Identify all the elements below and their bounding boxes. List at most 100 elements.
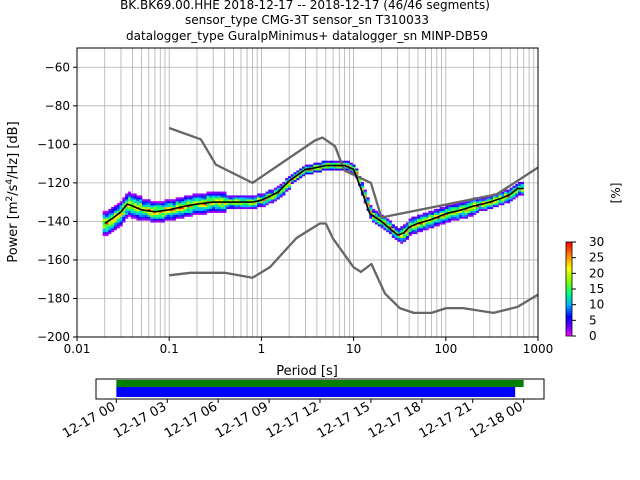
heatmap-cell xyxy=(141,203,146,206)
heatmap-cell xyxy=(217,197,221,200)
heatmap-cell xyxy=(127,206,132,210)
heatmap-cell xyxy=(167,210,171,213)
heatmap-cell xyxy=(501,203,505,206)
heatmap-cell xyxy=(181,208,185,212)
heatmap-cell xyxy=(453,203,457,206)
heatmap-cell xyxy=(433,222,438,225)
heatmap-cell xyxy=(512,193,516,196)
heatmap-cell xyxy=(144,206,148,210)
heatmap-cell xyxy=(206,210,210,213)
heatmap-cell xyxy=(111,214,115,217)
heatmap-cell xyxy=(355,170,359,173)
heatmap-cell xyxy=(414,231,418,235)
heatmap-cell xyxy=(223,210,227,213)
heatmap-cell xyxy=(495,203,499,206)
heatmap-cell xyxy=(214,203,219,206)
heatmap-cell xyxy=(226,206,230,210)
heatmap-cell xyxy=(436,224,440,227)
heatmap-cell xyxy=(198,206,202,210)
heatmap-cell xyxy=(111,212,115,215)
heatmap-cell xyxy=(299,174,303,177)
heatmap-cell xyxy=(181,214,185,217)
heatmap-cell xyxy=(178,210,182,213)
heatmap-cell xyxy=(403,233,407,237)
heatmap-cell xyxy=(172,210,176,213)
heatmap-cell xyxy=(414,218,418,221)
heatmap-cell xyxy=(439,212,443,215)
heatmap-cell xyxy=(108,214,112,217)
heatmap-cell xyxy=(220,193,224,196)
heatmap-cell xyxy=(276,185,280,188)
heatmap-cell xyxy=(386,228,390,231)
heatmap-cell xyxy=(170,210,174,213)
heatmap-cell xyxy=(408,233,412,237)
heatmap-cell xyxy=(133,206,137,210)
heatmap-cell xyxy=(133,203,137,206)
heatmap-cell xyxy=(133,199,137,202)
heatmap-cell xyxy=(290,179,294,183)
heatmap-cell xyxy=(301,168,306,171)
heatmap-cell xyxy=(273,189,278,192)
heatmap-cell xyxy=(400,228,404,231)
heatmap-cell xyxy=(504,193,508,196)
heatmap-cell xyxy=(212,191,216,194)
heatmap-cell xyxy=(240,199,244,202)
heatmap-cell xyxy=(147,199,151,202)
heatmap-cell xyxy=(156,205,160,208)
heatmap-cell xyxy=(518,191,522,194)
heatmap-cell xyxy=(198,199,202,202)
heatmap-cell xyxy=(234,197,238,200)
heatmap-cell xyxy=(487,205,491,208)
heatmap-cell xyxy=(403,224,407,227)
heatmap-cell xyxy=(293,178,297,181)
heatmap-cell xyxy=(470,203,474,206)
heatmap-cell xyxy=(186,214,191,217)
heatmap-cell xyxy=(504,201,508,204)
heatmap-cell xyxy=(287,178,292,181)
heatmap-cell xyxy=(147,212,151,215)
heatmap-cell xyxy=(414,226,418,229)
heatmap-cell xyxy=(417,226,421,229)
heatmap-cell xyxy=(178,216,182,219)
heatmap-cell xyxy=(234,203,238,206)
heatmap-cell xyxy=(229,195,233,198)
heatmap-cell xyxy=(237,203,241,206)
heatmap-cell xyxy=(433,218,438,221)
heatmap-cell xyxy=(442,214,446,217)
heatmap-cell xyxy=(388,226,393,229)
heatmap-cell xyxy=(490,203,494,206)
heatmap-cell xyxy=(461,201,466,204)
heatmap-cell xyxy=(411,222,415,225)
heatmap-cell xyxy=(360,183,365,186)
heatmap-cell xyxy=(139,216,143,219)
heatmap-cell xyxy=(481,197,485,200)
heatmap-cell xyxy=(447,210,452,213)
heatmap-cell xyxy=(506,199,510,202)
heatmap-cell xyxy=(470,212,474,215)
heatmap-cell xyxy=(251,206,255,210)
heatmap-cell xyxy=(122,199,126,202)
heatmap-cell xyxy=(436,220,440,223)
heatmap-cell xyxy=(428,212,432,215)
heatmap-cell xyxy=(265,193,269,196)
heatmap-cell xyxy=(144,203,148,206)
heatmap-cell xyxy=(481,199,485,202)
heatmap-cell xyxy=(229,197,233,200)
heatmap-cell xyxy=(518,189,522,192)
x-tick-label: 100 xyxy=(434,342,457,356)
heatmap-cell xyxy=(310,168,314,171)
heatmap-cell xyxy=(512,195,516,198)
heatmap-cell xyxy=(397,230,401,233)
heatmap-cell xyxy=(321,166,325,169)
heatmap-cell xyxy=(476,203,480,206)
heatmap-cell xyxy=(405,231,409,235)
heatmap-cell xyxy=(433,214,438,217)
heatmap-cell xyxy=(158,214,162,217)
heatmap-cell xyxy=(324,162,328,165)
heatmap-cell xyxy=(156,208,160,212)
heatmap-cell xyxy=(172,203,176,206)
heatmap-cell xyxy=(414,228,418,231)
heatmap-cell xyxy=(299,176,303,179)
heatmap-cell xyxy=(130,208,134,212)
heatmap-cell xyxy=(428,222,432,225)
